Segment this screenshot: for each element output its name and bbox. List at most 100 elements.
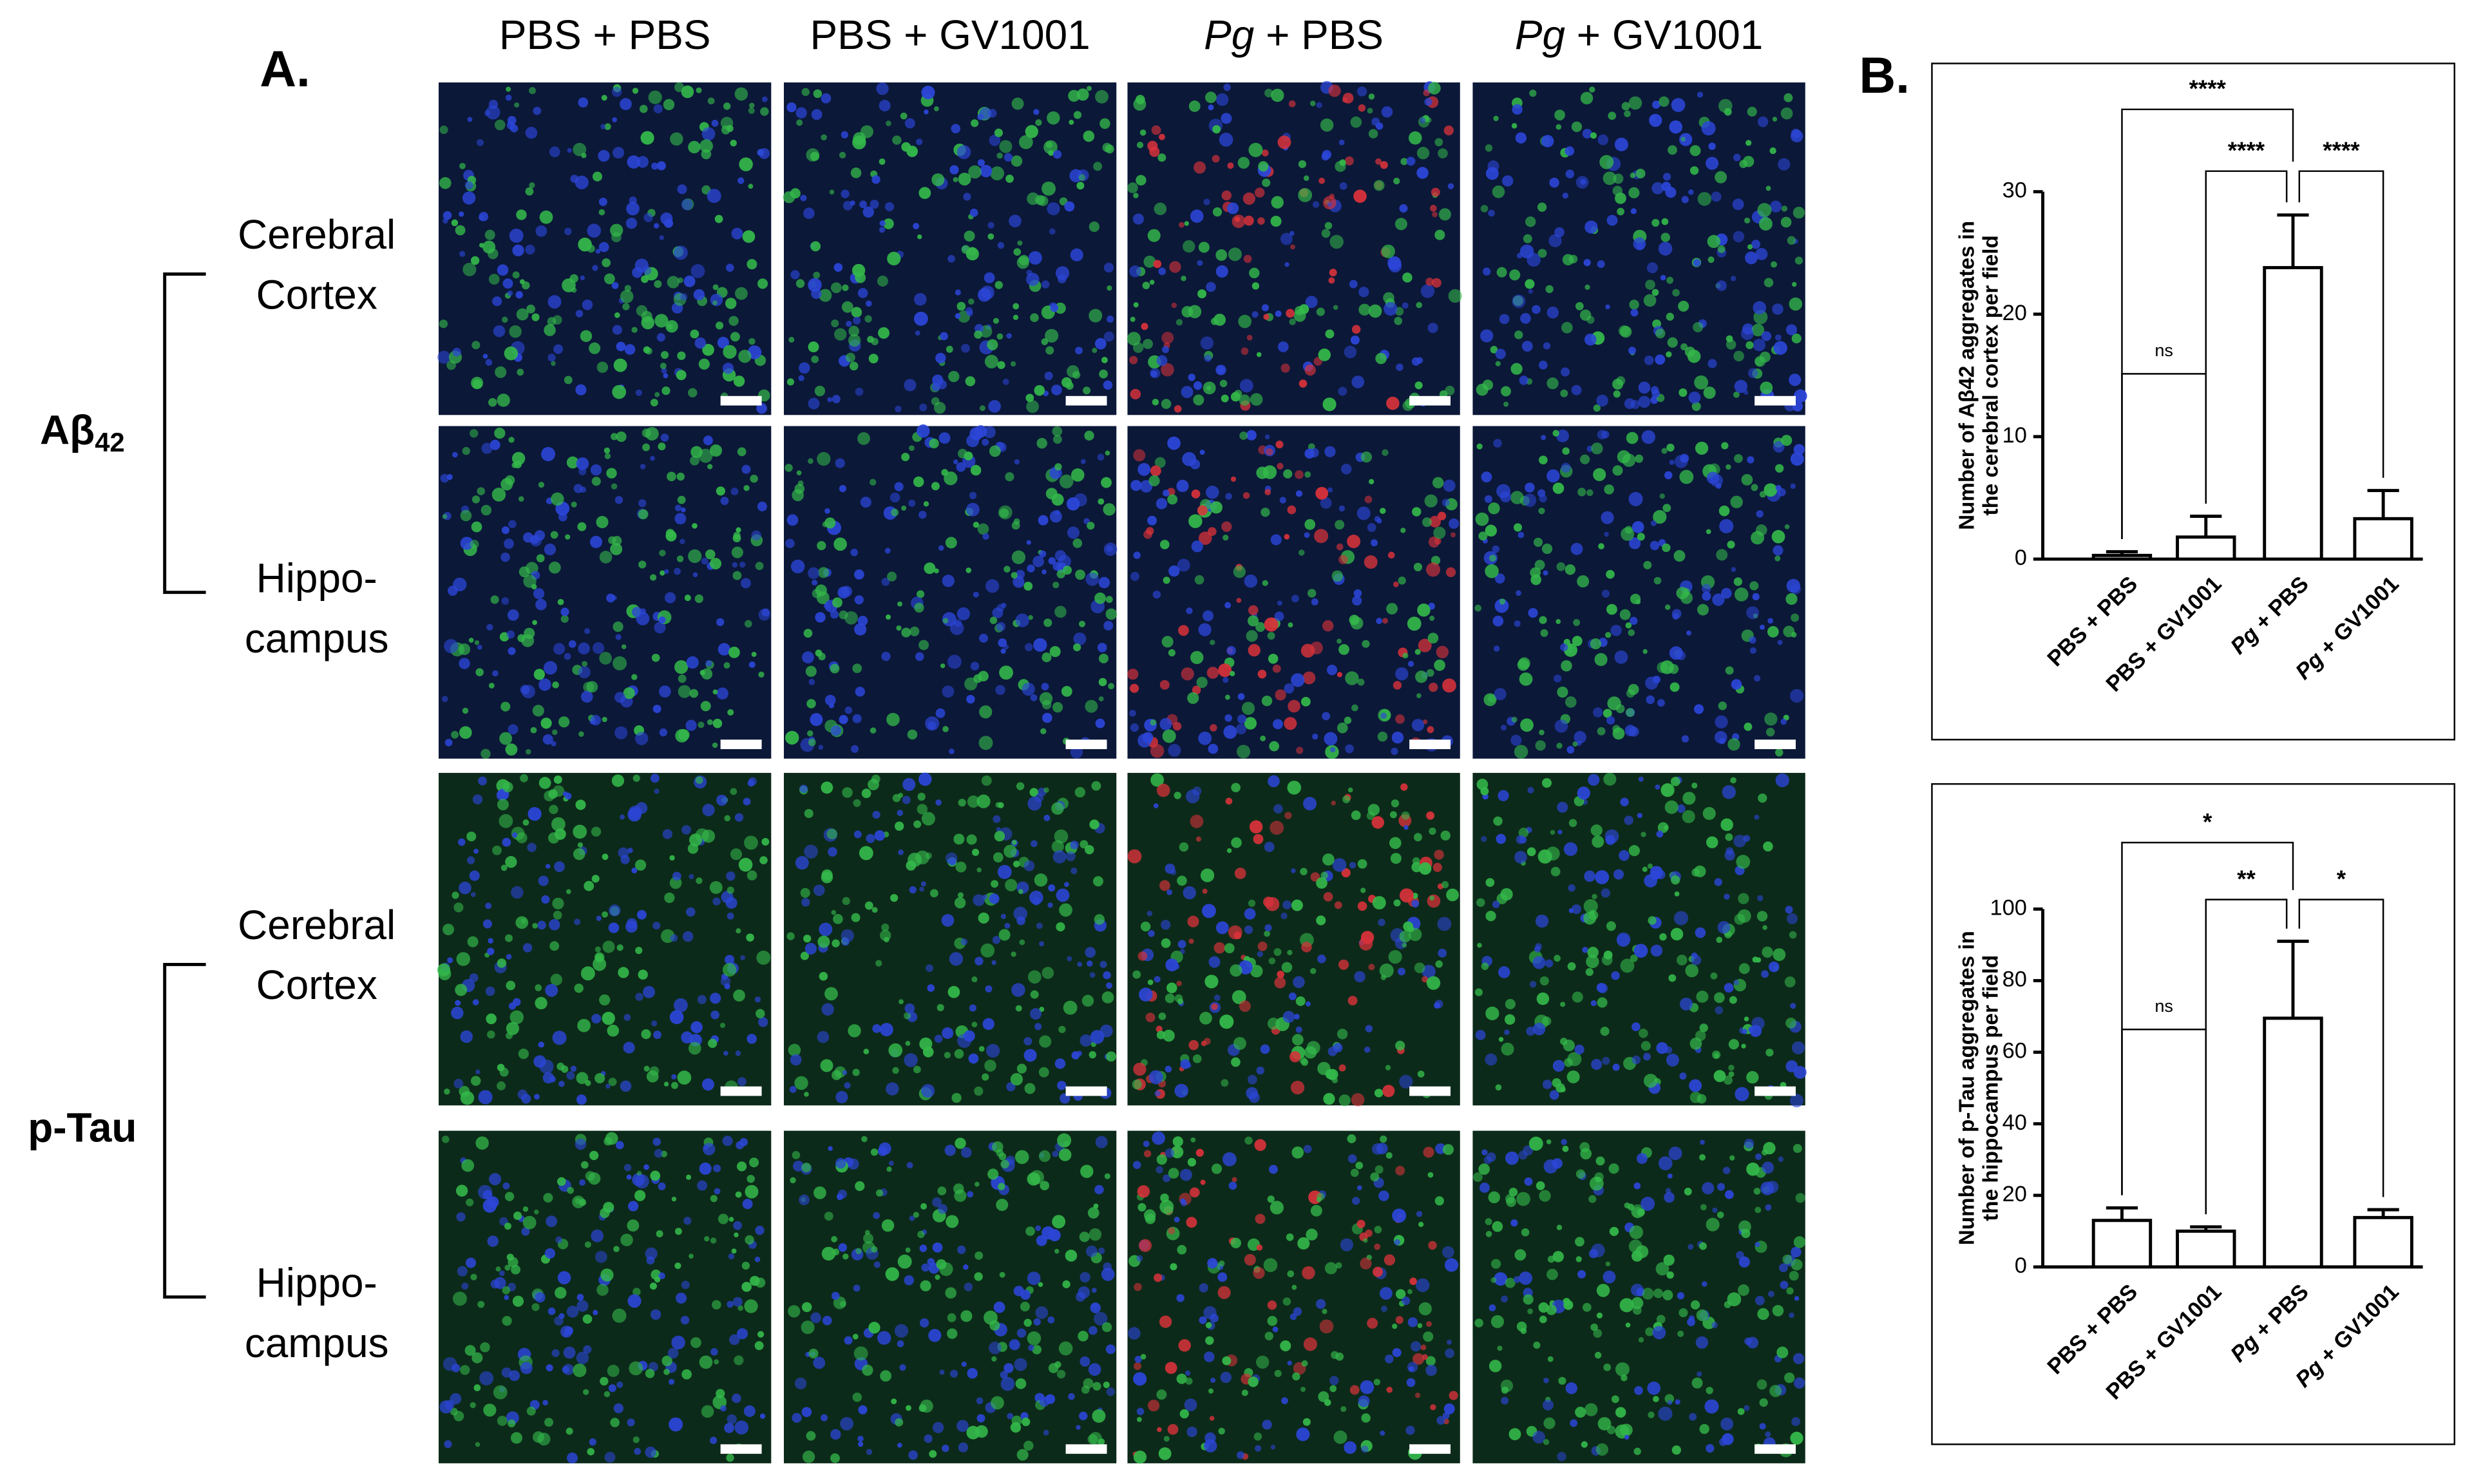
cell bbox=[940, 332, 948, 341]
cell bbox=[1087, 86, 1092, 91]
cell bbox=[1006, 1082, 1016, 1092]
cell bbox=[1139, 987, 1153, 1002]
cell bbox=[1580, 178, 1586, 185]
cell bbox=[852, 714, 862, 723]
cell bbox=[795, 856, 809, 870]
cell bbox=[1595, 1156, 1605, 1166]
cell bbox=[1667, 1400, 1673, 1405]
cell bbox=[1784, 93, 1793, 102]
cell bbox=[605, 1083, 611, 1089]
cell bbox=[1337, 722, 1348, 734]
cell bbox=[1264, 617, 1279, 632]
cell bbox=[1605, 1261, 1611, 1267]
cell bbox=[1051, 802, 1064, 815]
cell bbox=[800, 195, 807, 202]
cell bbox=[1424, 494, 1438, 508]
cell bbox=[1434, 1002, 1441, 1009]
cell bbox=[653, 1031, 661, 1040]
cell bbox=[864, 315, 872, 323]
cell bbox=[568, 640, 576, 648]
cell bbox=[1150, 719, 1157, 726]
cell bbox=[1744, 1138, 1755, 1149]
cell bbox=[824, 508, 830, 514]
cell bbox=[1733, 834, 1746, 848]
cell bbox=[710, 558, 722, 570]
cell bbox=[1392, 1323, 1398, 1329]
cell bbox=[1058, 1341, 1073, 1356]
cell bbox=[918, 187, 931, 199]
cell bbox=[485, 359, 493, 366]
cell bbox=[759, 856, 768, 864]
cell bbox=[495, 366, 507, 378]
cell bbox=[1051, 385, 1062, 395]
cell bbox=[1325, 329, 1335, 339]
cell bbox=[1183, 240, 1195, 253]
cell bbox=[1426, 1321, 1432, 1327]
cell bbox=[967, 1191, 974, 1198]
cell bbox=[908, 499, 916, 507]
cell bbox=[636, 156, 649, 168]
cell bbox=[1533, 1341, 1541, 1349]
cell bbox=[946, 852, 958, 864]
cell bbox=[1547, 1356, 1554, 1362]
cell bbox=[1280, 1340, 1291, 1352]
cell bbox=[1579, 309, 1592, 321]
cell bbox=[853, 799, 861, 807]
cell bbox=[1429, 895, 1435, 901]
cell bbox=[1417, 1070, 1425, 1078]
cell bbox=[1753, 675, 1761, 682]
cell bbox=[494, 427, 506, 439]
cell bbox=[734, 813, 744, 822]
cell bbox=[1284, 683, 1295, 694]
cell bbox=[650, 1309, 661, 1320]
cell bbox=[915, 652, 924, 661]
cell bbox=[654, 788, 660, 794]
cell bbox=[879, 220, 886, 227]
cell bbox=[1162, 346, 1170, 354]
cell bbox=[1575, 1256, 1582, 1262]
panel-label: B. bbox=[1859, 47, 1910, 104]
cell bbox=[1197, 260, 1203, 266]
significance-bracket bbox=[2121, 108, 2294, 539]
cell bbox=[1136, 1407, 1145, 1416]
cell bbox=[1546, 1304, 1557, 1315]
cell bbox=[464, 181, 473, 189]
cell bbox=[1557, 1452, 1566, 1461]
cell bbox=[444, 1089, 450, 1095]
cell bbox=[1108, 683, 1114, 690]
cell bbox=[1402, 272, 1413, 283]
cell bbox=[1023, 582, 1033, 591]
cell bbox=[1665, 187, 1677, 198]
cell bbox=[740, 578, 751, 589]
cell bbox=[757, 278, 768, 289]
cell bbox=[821, 1414, 828, 1422]
cell bbox=[1244, 717, 1257, 730]
cell bbox=[863, 1233, 873, 1244]
cell bbox=[1688, 189, 1694, 195]
cell bbox=[1063, 566, 1072, 575]
cell bbox=[623, 1014, 631, 1022]
cell bbox=[1221, 190, 1232, 201]
cell bbox=[743, 797, 751, 806]
cell bbox=[844, 1082, 851, 1089]
cell bbox=[1371, 539, 1378, 547]
bar bbox=[2353, 1215, 2413, 1269]
cell bbox=[1620, 958, 1635, 973]
cell bbox=[1085, 1245, 1098, 1257]
cell bbox=[677, 1070, 692, 1085]
cell bbox=[590, 464, 602, 476]
cell bbox=[1395, 714, 1405, 724]
cell bbox=[1090, 1030, 1105, 1044]
cell bbox=[741, 464, 751, 474]
cell bbox=[1072, 538, 1083, 548]
cell bbox=[502, 278, 513, 289]
cell bbox=[1663, 1254, 1675, 1266]
cell bbox=[1405, 1425, 1415, 1435]
cell bbox=[1188, 305, 1202, 319]
cell bbox=[926, 964, 934, 973]
micrograph bbox=[1127, 81, 1462, 415]
cell bbox=[1079, 1232, 1090, 1242]
significance-label: * bbox=[2203, 808, 2212, 835]
cell bbox=[1434, 659, 1445, 671]
cell bbox=[600, 124, 606, 129]
